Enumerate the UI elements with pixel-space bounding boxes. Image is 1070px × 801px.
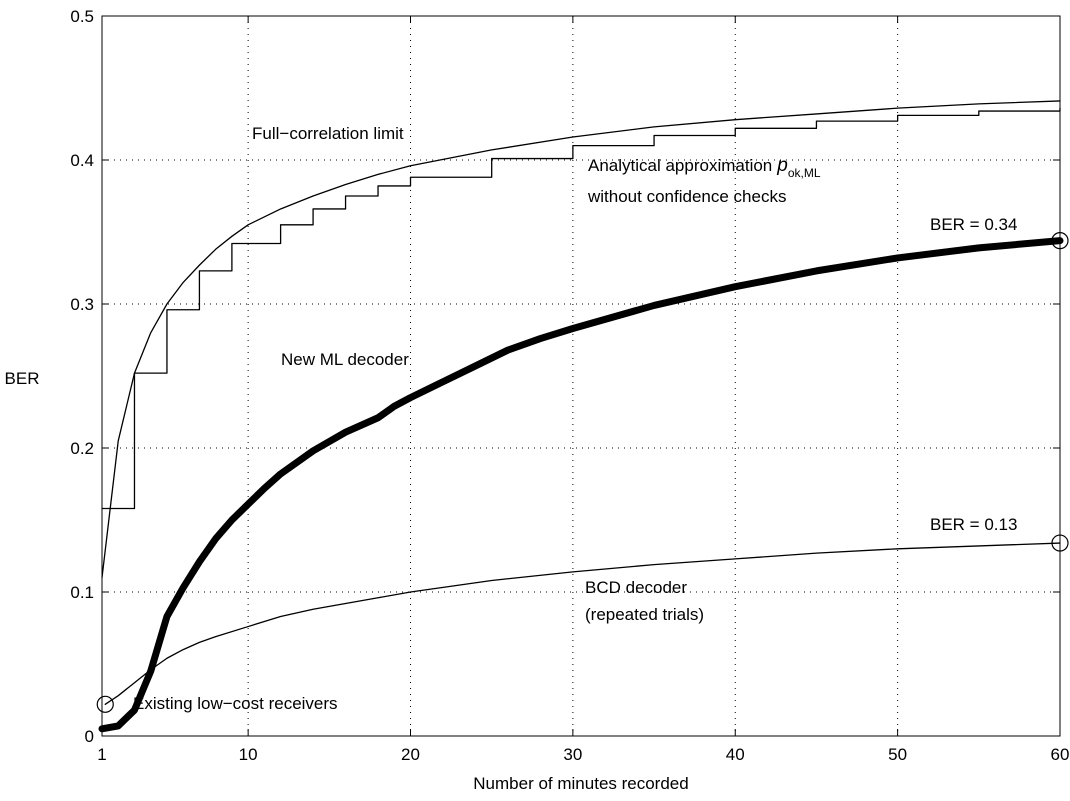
y-tick-label: 0.3 <box>70 295 94 314</box>
series-line-4 <box>104 542 1061 705</box>
annotation-full-correlation: Full−correlation limit <box>252 124 404 143</box>
series-layer <box>98 100 1064 733</box>
y-tick-label: 0 <box>85 727 94 746</box>
x-tick-label: 20 <box>401 745 420 764</box>
annotation-analytical-text: Analytical approximation <box>588 156 772 175</box>
annotation-ber-high: BER = 0.34 <box>930 215 1017 234</box>
plot-frame <box>101 15 1061 737</box>
x-tick-label: 30 <box>563 745 582 764</box>
annotation-bcd-line2: (repeated trials) <box>585 605 704 624</box>
annotation-ml-decoder: New ML decoder <box>281 350 409 369</box>
x-tick-label: 60 <box>1051 745 1070 764</box>
annotation-ber-low: BER = 0.13 <box>930 515 1017 534</box>
annotation-existing: Existing low−cost receivers <box>133 694 338 713</box>
x-tick-label: 40 <box>726 745 745 764</box>
series-line-2 <box>101 107 1061 510</box>
tick-layer: 1 10 20 30 40 50 60 0 0.1 0.2 0.3 0.4 0.5 <box>70 7 1069 764</box>
grid-layer <box>102 16 1060 736</box>
y-tick-label: 0.2 <box>70 439 94 458</box>
annotation-analytical-symbol: p <box>776 155 788 176</box>
x-tick-label: 1 <box>97 745 106 764</box>
y-tick-label: 0.5 <box>70 7 94 26</box>
y-tick-label: 0.1 <box>70 583 94 602</box>
marker-layer <box>96 232 1069 713</box>
circle-marker-1 <box>96 695 114 713</box>
annotation-bcd-line1: BCD decoder <box>585 578 687 597</box>
annotation-analytical: Analytical approximation pok,ML <box>588 155 821 180</box>
x-axis-label: Number of minutes recorded <box>473 774 688 793</box>
annotation-analytical-subscript: ok,ML <box>788 166 821 180</box>
y-axis-label: BER <box>5 369 40 388</box>
series-line-1 <box>101 100 1061 579</box>
series-line-3 <box>98 237 1064 733</box>
x-tick-label: 10 <box>239 745 258 764</box>
y-tick-label: 0.4 <box>70 151 94 170</box>
x-tick-label: 50 <box>888 745 907 764</box>
annotation-analytical-line2: without confidence checks <box>587 187 786 206</box>
